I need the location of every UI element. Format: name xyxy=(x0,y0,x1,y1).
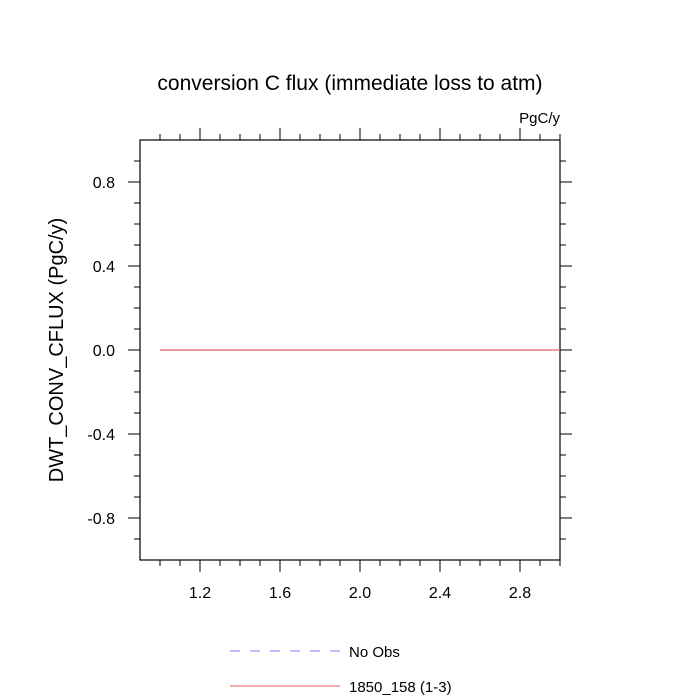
y-axis-label: DWT_CONV_CFLUX (PgC/y) xyxy=(46,218,68,482)
legend-label-0: No Obs xyxy=(349,644,400,661)
x-tick-label: 1.2 xyxy=(189,585,211,602)
y-tick-label: -0.4 xyxy=(87,427,115,444)
units-label: PgC/y xyxy=(519,110,560,127)
legend-label-1: 1850_158 (1-3) xyxy=(349,679,452,696)
y-tick-label: 0.0 xyxy=(93,343,115,360)
y-tick-label: 0.8 xyxy=(93,175,115,192)
chart-title: conversion C flux (immediate loss to atm… xyxy=(157,72,542,95)
legend: No Obs 1850_158 (1-3) xyxy=(230,644,452,696)
x-tick-label: 2.0 xyxy=(349,585,371,602)
x-tick-label: 1.6 xyxy=(269,585,291,602)
y-tick-label: 0.4 xyxy=(93,259,115,276)
x-tick-label: 2.4 xyxy=(429,585,451,602)
x-tick-label: 2.8 xyxy=(509,585,531,602)
plot-area: 1.2 1.6 2.0 2.4 2.8 0.8 0.4 0.0 -0.4 -0.8 xyxy=(87,128,572,602)
y-tick-label: -0.8 xyxy=(87,511,115,528)
